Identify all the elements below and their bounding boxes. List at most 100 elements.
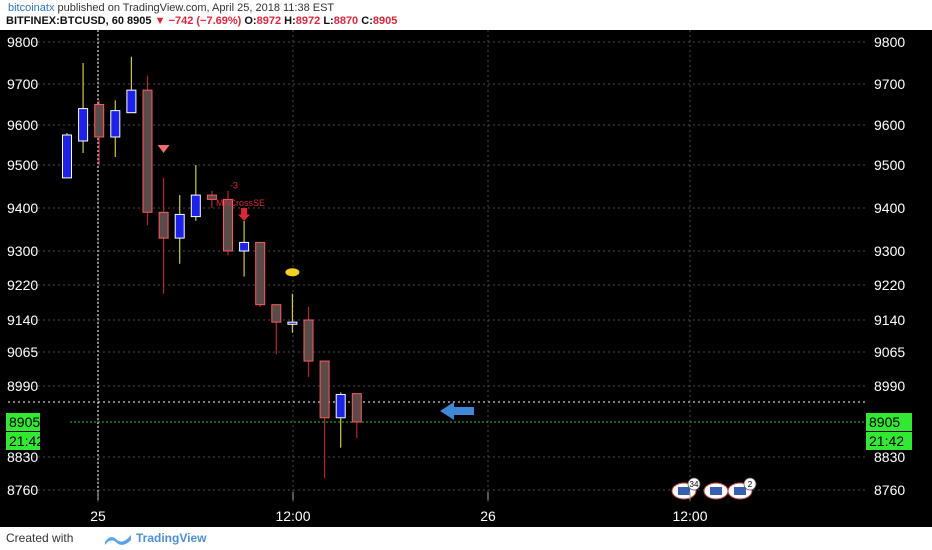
- y-tick-label-right: 9500: [874, 157, 905, 173]
- y-tick-label-right: 8760: [874, 482, 905, 498]
- candle-body: [239, 241, 250, 252]
- candle: [78, 63, 89, 153]
- y-tick-label-left: 9500: [7, 157, 38, 173]
- chart-footer: Created with TradingView: [0, 527, 932, 550]
- chart-grid: [8, 30, 865, 502]
- candle-body: [335, 393, 346, 419]
- candle-body: [78, 108, 89, 142]
- candle: [319, 360, 330, 479]
- yellow-dot-marker: [285, 268, 300, 277]
- countdown-label-left: 21:42: [9, 433, 44, 449]
- candle-body: [110, 110, 121, 138]
- candle: [287, 293, 298, 333]
- candle: [174, 195, 185, 264]
- flag-icon: [678, 487, 690, 495]
- candle-body: [62, 134, 72, 179]
- chart-area[interactable]: -3 MACrossSE 34 2 9800 9800 9700 9700 9600 9600 9…: [0, 30, 932, 527]
- candle-body: [142, 89, 153, 213]
- y-tick-label-left: 8830: [7, 449, 38, 465]
- open-value: 8972: [256, 15, 282, 27]
- countdown-label-right: 21:42: [869, 433, 904, 449]
- axes-layer: 9800 9800 9700 9700 9600 9600 9500 9500 9400 9400…: [6, 34, 912, 524]
- event-count-label: 2: [748, 480, 753, 489]
- candle-body: [126, 89, 137, 114]
- y-tick-label-left: 9700: [7, 76, 38, 92]
- event-count-label: 34: [690, 480, 699, 489]
- sell-signal-triangle-icon: [157, 145, 170, 153]
- candle-body: [94, 104, 105, 138]
- y-tick-label-right: 9220: [874, 277, 905, 293]
- candle-body: [255, 241, 266, 306]
- candle: [126, 56, 137, 114]
- y-tick-label-left: 9220: [7, 277, 38, 293]
- event-flag-icon: 2: [727, 477, 757, 500]
- chart-header: bitcoinatx published on TradingView.com,…: [0, 0, 932, 30]
- candle-body: [158, 211, 169, 239]
- candle-body: [190, 194, 201, 218]
- x-tick-label: 12:00: [672, 508, 707, 524]
- close-value: 8905: [372, 15, 398, 27]
- y-tick-label-right: 9800: [874, 34, 905, 50]
- symbol-name[interactable]: BITFINEX:BTCUSD, 60: [6, 15, 124, 27]
- countdown-box-right: [866, 432, 912, 450]
- y-tick-label-right: 9140: [874, 312, 905, 328]
- price-label-box-right: [866, 413, 912, 431]
- x-tick-label: 26: [480, 508, 496, 524]
- y-tick-label-left: 9400: [7, 200, 38, 216]
- candle-body: [174, 213, 185, 239]
- candle: [271, 304, 282, 355]
- candle: [206, 190, 217, 208]
- candle-body: [351, 393, 362, 423]
- last-price: 8905: [127, 15, 152, 27]
- price-label-box-left: [6, 413, 40, 431]
- y-tick-label-right: 9065: [874, 344, 905, 360]
- candle: [335, 392, 346, 448]
- countdown-box-left: [6, 432, 40, 450]
- x-tick-label: 25: [90, 508, 106, 524]
- candle-body: [287, 321, 298, 325]
- event-count-badge: [743, 477, 757, 491]
- candle-body: [271, 304, 282, 323]
- candles-layer: [62, 56, 362, 479]
- high-label: H:: [284, 15, 296, 27]
- candle-body: [319, 360, 330, 419]
- chart-background: [0, 30, 932, 527]
- candle: [158, 177, 169, 294]
- y-tick-label-right: 9400: [874, 200, 905, 216]
- y-tick-label-left: 9065: [7, 344, 38, 360]
- indicator-name-label: MACrossSE: [216, 198, 265, 208]
- candle-body: [303, 319, 314, 362]
- annotations-layer: -3 MACrossSE 34 2: [157, 145, 757, 500]
- tradingview-logo-icon: [105, 535, 131, 545]
- symbol-info: BITFINEX:BTCUSD, 60 8905 ▼ −742 (−7.69%)…: [6, 15, 397, 27]
- x-tick-label: 12:00: [275, 508, 310, 524]
- event-flag-icon: [703, 482, 729, 500]
- flag-icon: [734, 487, 746, 495]
- event-count-badge: [687, 477, 701, 491]
- candle-body: [223, 198, 233, 252]
- candle: [255, 241, 266, 307]
- created-with-text: Created with: [6, 531, 74, 545]
- y-tick-label-left: 9800: [7, 34, 38, 50]
- close-label: C:: [361, 15, 373, 27]
- low-label: L:: [323, 15, 334, 27]
- y-tick-label-right: 9300: [874, 243, 905, 259]
- candle: [351, 393, 362, 439]
- publish-text: published on TradingView.com, April 25, …: [57, 2, 335, 14]
- left-arrow-icon: [440, 402, 474, 420]
- down-arrow-icon: [238, 208, 251, 221]
- author-link[interactable]: bitcoinatx: [8, 2, 55, 14]
- y-tick-label-left: 8760: [7, 482, 38, 498]
- candle: [190, 165, 201, 221]
- y-tick-label-left: 8990: [7, 378, 38, 394]
- y-tick-label-right: 8990: [874, 378, 905, 394]
- candle: [142, 75, 153, 226]
- indicator-value-label: -3: [230, 181, 238, 191]
- candle: [303, 306, 314, 377]
- y-tick-label-left: 9600: [7, 117, 38, 133]
- tradingview-brand[interactable]: TradingView: [136, 531, 207, 545]
- candle: [94, 100, 105, 165]
- price-change: −742 (−7.69%): [168, 15, 242, 27]
- y-tick-label-right: 9600: [874, 117, 905, 133]
